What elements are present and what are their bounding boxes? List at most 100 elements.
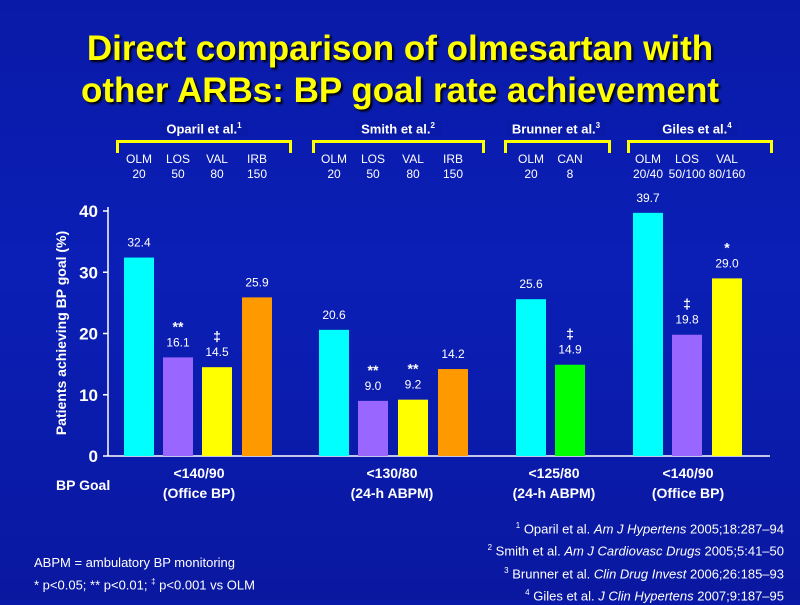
bp-goal-label: BP Goal xyxy=(56,477,111,493)
drug-dose: 80 xyxy=(406,167,420,181)
study-label-oparil: Oparil et al.1 xyxy=(160,121,248,137)
reference-authors: Oparil et al. xyxy=(523,521,594,537)
drug-name: LOS xyxy=(165,152,190,166)
reference-number: 4 xyxy=(525,587,530,597)
bp-goal-label-group: <140/90 (Office BP) xyxy=(129,463,269,503)
bp-goal-value: <140/90 xyxy=(662,465,714,481)
drug-name: OLM xyxy=(320,152,347,166)
reference-citation: 2005;18:287–94 xyxy=(686,521,784,537)
drug-dose: 20 xyxy=(132,167,146,181)
bp-goal-method: (Office BP) xyxy=(651,485,725,501)
title-line-1: Direct comparison of olmesartan with xyxy=(86,29,714,68)
significance-part-2: p<0.001 vs OLM xyxy=(155,577,255,593)
bar-olm xyxy=(319,329,349,456)
drug-label-val: VAL 80/160 xyxy=(704,152,750,182)
drug-label-olm: OLM 20 xyxy=(508,152,554,182)
reference-2: 2 Smith et al. Am J Cardiovasc Drugs 200… xyxy=(488,538,784,560)
drug-dose: 150 xyxy=(442,167,464,181)
study-ref: 2 xyxy=(430,121,435,130)
drug-dose: 8 xyxy=(566,167,574,181)
y-tick-label: 0 xyxy=(89,447,98,466)
significance-marker: ** xyxy=(408,361,419,377)
significance-marker: ‡ xyxy=(213,328,221,344)
data-label: 20.6 xyxy=(322,308,346,322)
reference-authors: Giles et al. xyxy=(533,588,599,604)
bar-olm xyxy=(633,212,663,456)
reference-number: 3 xyxy=(504,565,509,575)
drug-name: IRB xyxy=(246,152,267,166)
bp-goal-value: <140/90 xyxy=(173,465,225,481)
drug-dose: 150 xyxy=(246,167,268,181)
significance-marker: ‡ xyxy=(566,326,574,342)
title-line-2: other ARBs: BP goal rate achievement xyxy=(81,71,719,110)
drug-label-irb: IRB 150 xyxy=(234,152,280,182)
slide-title: Direct comparison of olmesartan with oth… xyxy=(0,28,800,112)
data-label: 14.9 xyxy=(558,343,582,357)
data-label: 19.8 xyxy=(675,313,699,327)
drug-dose: 50/100 xyxy=(668,167,706,181)
reference-journal: J Clin Hypertens xyxy=(598,588,694,604)
drug-label-can: CAN 8 xyxy=(547,152,593,182)
drug-name: OLM xyxy=(634,152,661,166)
data-label: 14.2 xyxy=(441,347,465,361)
drug-name: OLM xyxy=(125,152,152,166)
bp-goal-method: (24-h ABPM) xyxy=(512,485,596,501)
bp-goal-label-group: <140/90 (Office BP) xyxy=(618,463,758,503)
bar-irb xyxy=(242,297,272,456)
data-label: 32.4 xyxy=(127,236,151,250)
reference-journal: Am J Hypertens xyxy=(593,521,687,537)
y-tick-label: 40 xyxy=(79,202,98,221)
reference-3: 3 Brunner et al. Clin Drug Invest 2006;2… xyxy=(488,561,784,583)
references: 1 Oparil et al. Am J Hypertens 2005;18:2… xyxy=(488,516,784,605)
drug-dose: 20 xyxy=(327,167,341,181)
data-label: 9.0 xyxy=(365,379,382,393)
study-name: Oparil et al. xyxy=(166,121,238,137)
significance-marker: ‡ xyxy=(683,296,691,312)
y-axis-label: Patients achieving BP goal (%) xyxy=(53,230,69,436)
bp-goal-method: (24-h ABPM) xyxy=(350,485,434,501)
study-label-brunner: Brunner et al.3 xyxy=(505,121,607,137)
significance-part-1: * p<0.05; ** p<0.01; xyxy=(34,577,152,593)
y-tick-label: 20 xyxy=(79,325,98,344)
bar-can xyxy=(555,364,585,456)
drug-name: OLM xyxy=(517,152,544,166)
bar-val xyxy=(202,367,232,456)
drug-label-val: VAL 80 xyxy=(390,152,436,182)
significance-marker: ** xyxy=(173,318,184,334)
study-name: Brunner et al. xyxy=(511,121,596,137)
bar-olm xyxy=(124,257,154,456)
bar-val xyxy=(398,399,428,456)
drug-name: IRB xyxy=(442,152,463,166)
drug-label-irb: IRB 150 xyxy=(430,152,476,182)
reference-number: 2 xyxy=(487,543,493,553)
reference-citation: 2007;9:187–95 xyxy=(693,588,784,604)
bar-irb xyxy=(438,369,468,456)
study-label-smith: Smith et al.2 xyxy=(355,121,441,137)
drug-name: LOS xyxy=(360,152,385,166)
drug-dose: 80/160 xyxy=(708,167,746,181)
drug-name: CAN xyxy=(557,152,583,166)
drug-dose: 50 xyxy=(366,167,380,181)
study-ref: 3 xyxy=(595,121,601,130)
reference-authors: Smith et al. xyxy=(495,543,565,559)
bar-val xyxy=(712,278,742,456)
data-label: 29.0 xyxy=(715,256,739,270)
study-ref: 4 xyxy=(727,121,732,130)
y-tick-label: 30 xyxy=(79,263,98,282)
reference-authors: Brunner et al. xyxy=(512,565,594,581)
study-bracket-brunner xyxy=(504,140,611,153)
reference-1: 1 Oparil et al. Am J Hypertens 2005;18:2… xyxy=(488,516,784,538)
study-bracket-smith xyxy=(312,140,485,153)
bp-goal-value: <125/80 xyxy=(528,465,580,481)
abbreviation-note: ABPM = ambulatory BP monitoring xyxy=(34,555,235,570)
reference-4: 4 Giles et al. J Clin Hypertens 2007;9:1… xyxy=(488,583,784,605)
bp-goal-value: <130/80 xyxy=(366,465,418,481)
bp-goal-label-group: <130/80 (24-h ABPM) xyxy=(322,463,462,503)
bar-los xyxy=(163,357,193,456)
bar-los xyxy=(672,334,702,456)
data-label: 16.1 xyxy=(166,335,190,349)
significance-note: * p<0.05; ** p<0.01; ‡ p<0.001 vs OLM xyxy=(34,572,255,594)
drug-label-los: LOS 50/100 xyxy=(664,152,710,182)
drug-name: VAL xyxy=(716,152,738,166)
